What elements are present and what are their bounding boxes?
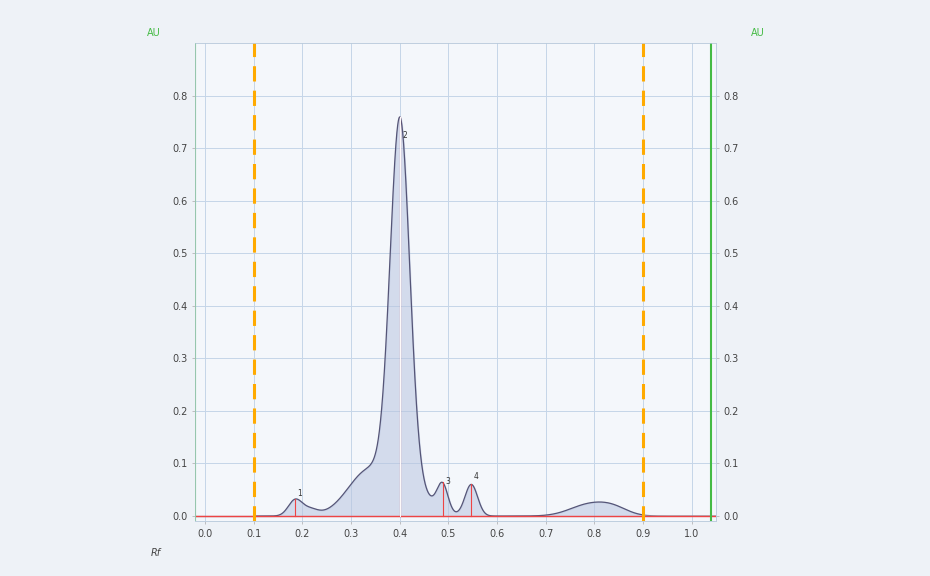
Y-axis label: AU: AU xyxy=(751,28,764,39)
Text: 2: 2 xyxy=(402,131,407,141)
Text: 4: 4 xyxy=(473,472,479,481)
Y-axis label: AU: AU xyxy=(147,28,161,39)
Text: 3: 3 xyxy=(445,477,450,486)
Text: Rf: Rf xyxy=(151,548,161,558)
Text: 1: 1 xyxy=(298,488,302,498)
